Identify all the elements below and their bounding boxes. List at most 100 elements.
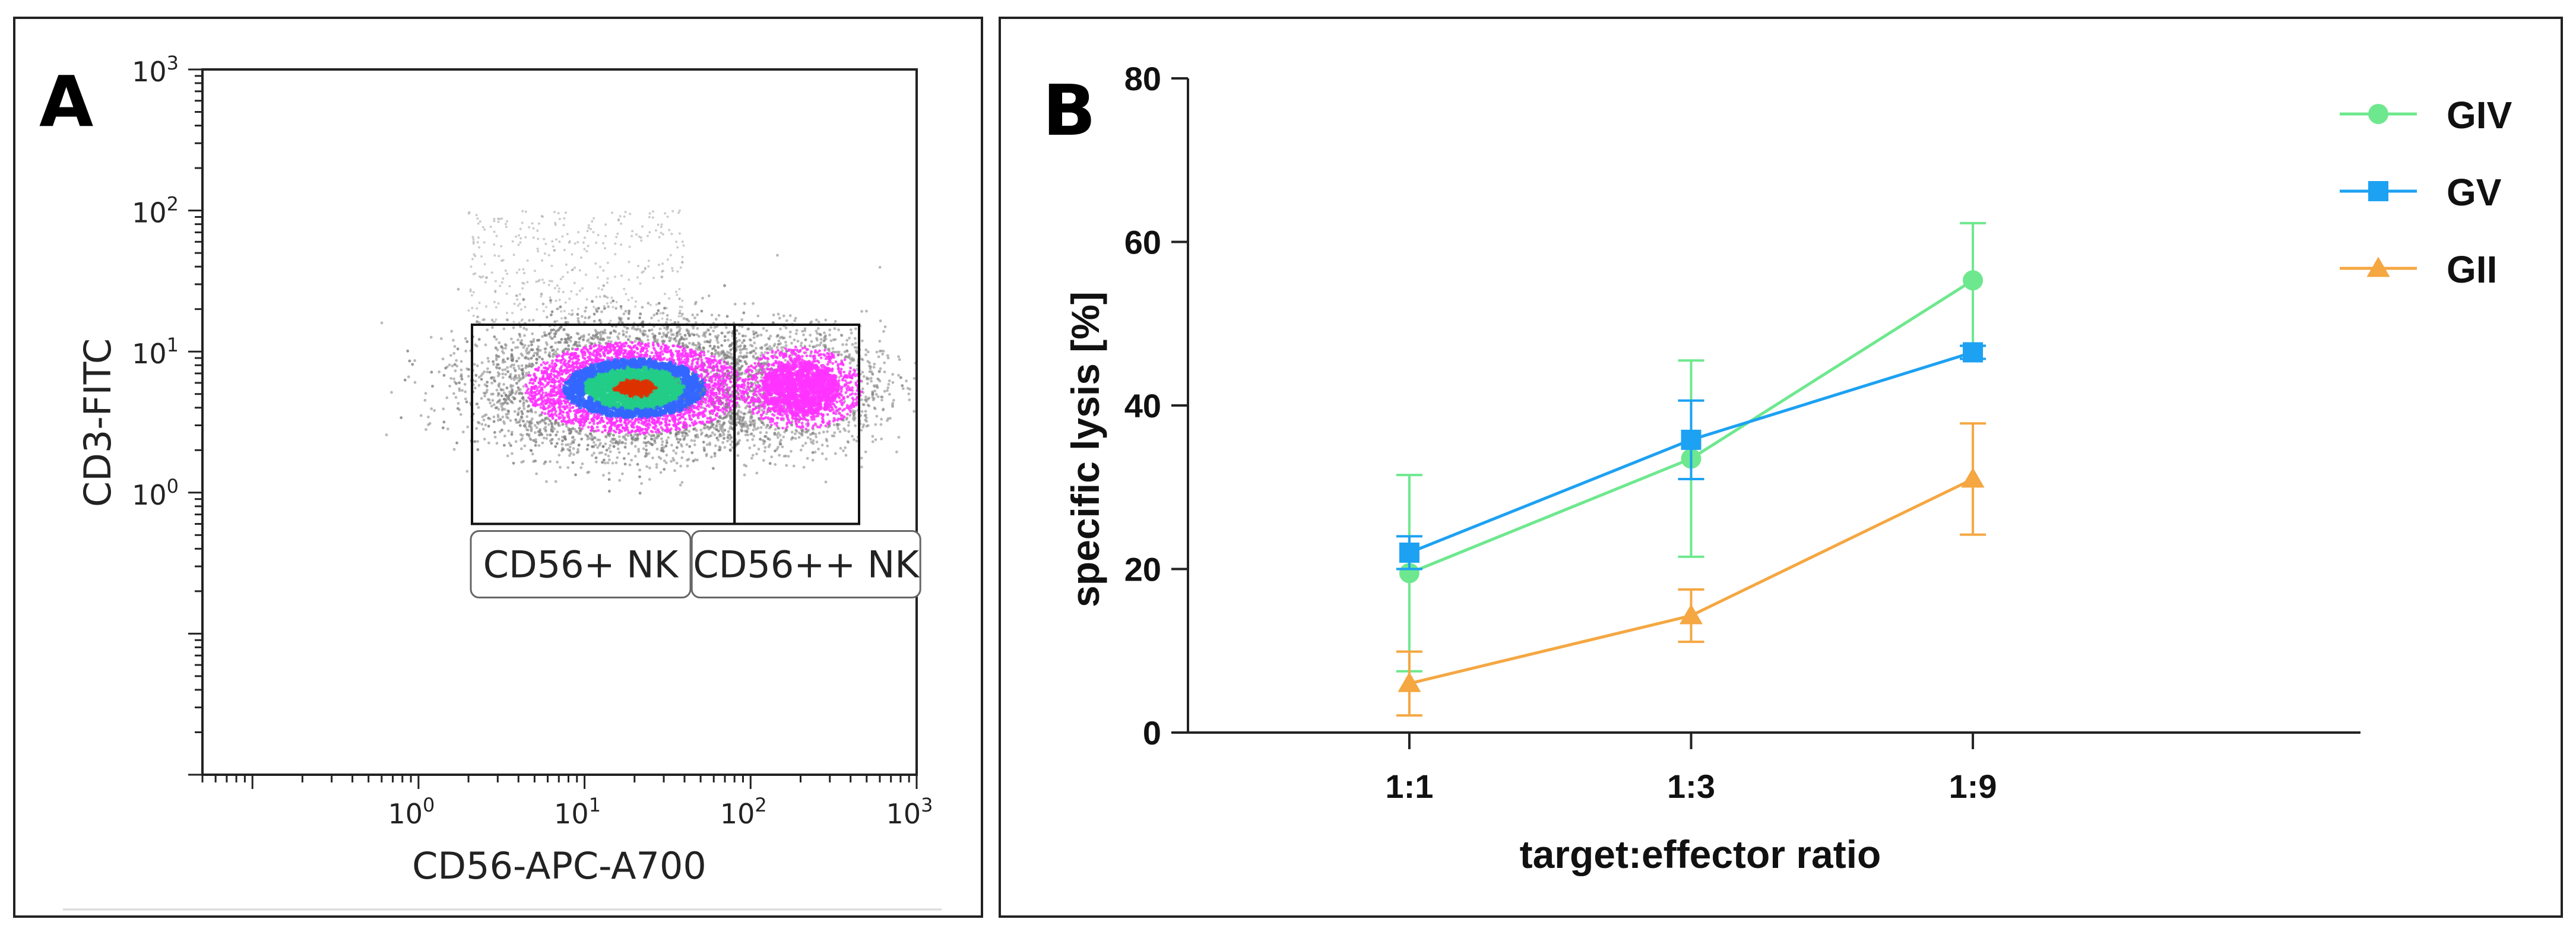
event-dot (753, 444, 756, 447)
event-dot (475, 427, 479, 430)
event-dot (457, 402, 460, 405)
event-dot (554, 350, 557, 353)
event-dot (614, 461, 618, 464)
event-dot (532, 338, 536, 341)
event-dot (522, 346, 525, 349)
event-dot (490, 381, 493, 385)
event-dot (549, 460, 552, 463)
event-dot (466, 425, 469, 429)
event-dot (640, 482, 643, 485)
event-dot (452, 448, 456, 451)
event-dot (477, 376, 481, 379)
event-dot (666, 358, 669, 362)
event-dot (492, 415, 496, 419)
event-dot (775, 346, 779, 349)
event-dot (860, 429, 863, 432)
event-dot (647, 433, 651, 436)
event-dot (534, 438, 537, 441)
event-dot (617, 332, 621, 335)
event-dot (711, 412, 714, 416)
event-dot (503, 435, 506, 438)
event-dot (518, 378, 521, 382)
event-dot (572, 421, 575, 425)
event-dot (504, 347, 507, 350)
event-dot (517, 365, 520, 368)
event-dot (557, 438, 560, 441)
event-dot (423, 398, 427, 402)
event-dot (696, 436, 699, 439)
event-dot (561, 423, 564, 426)
event-dot (413, 381, 417, 384)
event-dot (577, 432, 580, 435)
event-dot (633, 340, 637, 343)
event-dot (492, 403, 496, 407)
event-dot (594, 308, 598, 311)
event-dot (550, 362, 554, 365)
event-dot (494, 346, 498, 350)
event-dot (522, 327, 526, 330)
event-dot (453, 345, 457, 348)
event-dot (755, 347, 758, 350)
event-dot (501, 416, 505, 419)
event-dot (467, 375, 470, 378)
event-dot (616, 447, 620, 451)
event-dot (628, 335, 632, 338)
event-dot (670, 443, 673, 447)
event-dot (708, 383, 711, 386)
event-dot (678, 312, 682, 315)
event-dot (584, 316, 587, 319)
event-dot (438, 370, 441, 373)
event-dot (709, 455, 713, 459)
event-dot (535, 472, 538, 476)
event-dot (625, 433, 628, 436)
event-dot (492, 363, 495, 366)
event-dot (630, 458, 633, 462)
event-dot (448, 385, 451, 388)
event-dot (743, 473, 746, 477)
event-dot (533, 424, 537, 427)
event-dot (653, 348, 656, 351)
event-dot (576, 357, 580, 361)
event-dot (583, 351, 587, 354)
event-dot (578, 429, 582, 433)
event-dot (614, 307, 618, 310)
event-dot (648, 355, 652, 358)
event-dot (645, 465, 648, 468)
event-dot (637, 448, 641, 451)
event-dot (516, 346, 519, 349)
event-dot (668, 340, 671, 343)
event-dot (538, 428, 542, 431)
event-dot (693, 443, 696, 446)
event-dot (525, 328, 528, 331)
event-dot (681, 312, 684, 316)
event-dot (802, 465, 806, 469)
event-dot (559, 465, 562, 469)
event-dot (524, 374, 528, 378)
event-dot (727, 338, 730, 342)
event-dot (451, 365, 454, 367)
event-dot (593, 416, 597, 419)
event-dot (455, 359, 458, 362)
event-dot (652, 313, 656, 317)
event-dot (625, 424, 628, 427)
event-dot (709, 363, 712, 366)
event-dot (491, 326, 494, 329)
event-dot (568, 445, 572, 449)
event-dot (600, 358, 603, 362)
event-dot (556, 376, 559, 380)
event-dot (486, 367, 489, 370)
event-dot (617, 451, 621, 454)
event-dot (871, 440, 874, 443)
event-dot (498, 341, 501, 344)
event-dot (682, 317, 686, 320)
event-dot (697, 408, 700, 411)
event-dot (665, 454, 668, 457)
event-dot (713, 433, 717, 436)
event-dot (476, 402, 479, 405)
event-dot (493, 435, 497, 439)
event-dot (498, 385, 500, 388)
event-dot (440, 337, 443, 340)
event-dot (642, 447, 645, 451)
event-dot (481, 427, 485, 431)
event-dot (565, 365, 569, 368)
